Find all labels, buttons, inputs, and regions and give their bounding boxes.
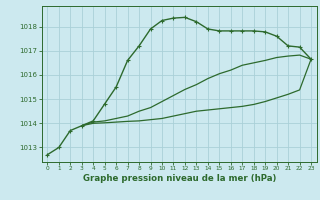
X-axis label: Graphe pression niveau de la mer (hPa): Graphe pression niveau de la mer (hPa) [83, 174, 276, 183]
